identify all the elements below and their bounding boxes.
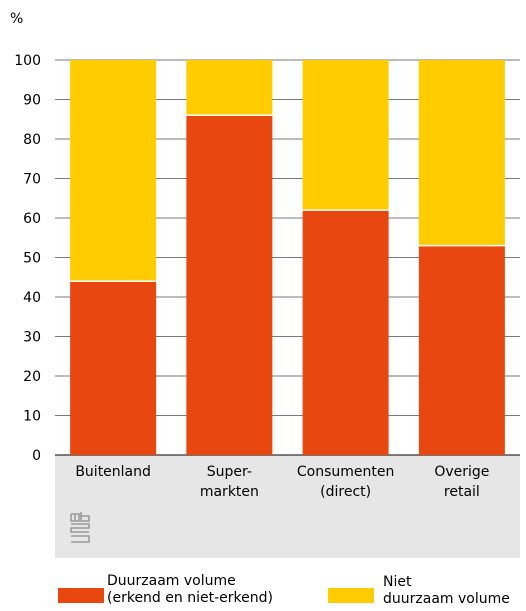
x-category-label: Super-: [207, 464, 252, 480]
legend-swatch: [328, 588, 374, 603]
bar-segment: [302, 210, 389, 455]
bar-segment: [186, 60, 273, 116]
legend-label: duurzaam volume: [383, 591, 510, 607]
y-tick-label: 90: [23, 93, 41, 109]
legend-label: (erkend en niet-erkend): [107, 590, 273, 606]
y-tick-label: 30: [23, 330, 41, 346]
y-tick-label: 0: [32, 448, 41, 464]
y-tick-label: 20: [23, 369, 41, 385]
y-tick-label: 50: [23, 251, 41, 267]
bar-segment: [70, 60, 157, 282]
y-tick-label: 10: [23, 409, 41, 425]
legend-label: Duurzaam volume: [107, 573, 236, 589]
x-category-label: retail: [444, 484, 480, 500]
bar-segment: [186, 115, 273, 456]
y-axis-ticks: 0 10 20 30 40 50 60 70 80 90 100: [14, 53, 41, 464]
x-category-label: Buitenland: [75, 464, 151, 480]
legend: Duurzaam volume(erkend en niet-erkend) Ni…: [58, 573, 510, 607]
x-category-label: Consumenten: [297, 464, 394, 480]
y-tick-label: 60: [23, 211, 41, 227]
y-tick-label: 70: [23, 172, 41, 188]
bars: [70, 60, 505, 456]
y-tick-label: 100: [14, 53, 41, 69]
y-tick-label: 40: [23, 290, 41, 306]
bar-segment: [418, 60, 505, 246]
category-labels: Buitenland Super-markten Consumenten (direc…: [75, 464, 489, 500]
x-axis-panel: [55, 455, 520, 558]
x-category-label: Overige: [434, 464, 489, 480]
y-axis-unit-label: %: [10, 11, 23, 27]
x-category-label: (direct): [320, 484, 371, 500]
bar-segment: [302, 60, 389, 211]
y-tick-label: 80: [23, 132, 41, 148]
legend-label: Niet: [383, 574, 412, 590]
x-category-label: markten: [200, 484, 259, 500]
legend-swatch: [58, 588, 104, 603]
bar-segment: [70, 281, 157, 455]
cbs-logo-icon: [70, 512, 90, 543]
bar-segment: [418, 245, 505, 455]
